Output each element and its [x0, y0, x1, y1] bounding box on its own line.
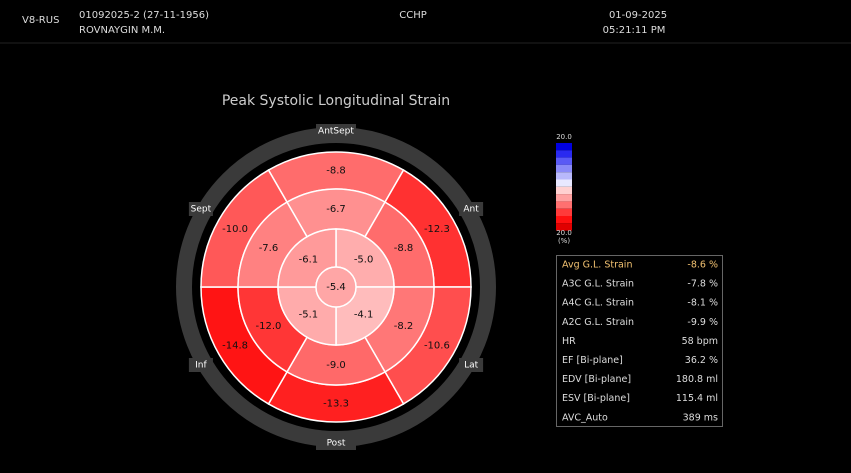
segment-value: -6.7 — [326, 204, 346, 215]
row-label: HR — [562, 336, 576, 347]
color-bar — [556, 143, 572, 231]
row-value: -7.8 % — [687, 279, 718, 290]
color-step — [556, 143, 572, 151]
row-value: 180.8 ml — [676, 374, 718, 385]
bullseye: -8.8 -12.3 -10.6 -13.3 -14.8 -10.0 -6.7 -8.8 -8.… — [200, 151, 472, 423]
row-value: 58 bpm — [682, 336, 718, 347]
patient-id: 01092025-2 (27-11-1956) — [79, 10, 209, 21]
row-value: 36.2 % — [685, 355, 718, 366]
segment-value: -5.1 — [299, 310, 319, 321]
row-value: -9.9 % — [687, 317, 718, 328]
segment-value: -12.3 — [424, 224, 450, 235]
row-value: 389 ms — [683, 412, 718, 423]
row-value: -8.6 % — [687, 260, 718, 271]
color-step — [556, 216, 572, 224]
color-step — [556, 194, 572, 202]
segment-value: -7.6 — [259, 243, 279, 254]
plot-title: Peak Systolic Longitudinal Strain — [222, 93, 450, 109]
wall-label-bg — [459, 202, 484, 216]
segment-value: -6.1 — [299, 254, 319, 265]
wall-label: Lat — [464, 361, 479, 371]
wall-label: Sept — [191, 205, 212, 215]
color-step — [556, 164, 572, 173]
row-label: A3C G.L. Strain — [562, 279, 634, 290]
row-value: -8.1 % — [687, 298, 718, 309]
wall-label-bg — [188, 358, 213, 372]
wall-label-bg — [459, 358, 484, 372]
scale-top: 20.0 — [556, 133, 572, 141]
measurements-box — [556, 255, 723, 427]
date: 01-09-2025 — [609, 10, 667, 21]
color-step — [556, 179, 572, 187]
segment-value: -8.8 — [326, 166, 346, 177]
wall-label: Ant — [463, 205, 479, 215]
department: CCHP — [399, 10, 427, 21]
segment-value: -14.8 — [222, 340, 248, 351]
wall-labels: AntSept Ant Lat Post Inf Sept — [188, 124, 484, 450]
wall-label-bg — [316, 124, 356, 138]
row-label: A4C G.L. Strain — [562, 298, 634, 309]
color-step — [556, 208, 572, 216]
segment-value: -8.8 — [394, 243, 414, 254]
time: 05:21:11 PM — [603, 25, 666, 36]
segment-value: -9.0 — [326, 360, 346, 371]
wall-label: AntSept — [318, 127, 354, 137]
wall-label-bg — [188, 202, 213, 216]
row-label: EDV [Bi-plane] — [562, 374, 631, 385]
row-label: Avg G.L. Strain — [562, 260, 632, 271]
row-label: ESV [Bi-plane] — [562, 393, 630, 404]
color-step — [556, 150, 572, 158]
color-step — [556, 201, 572, 209]
row-label: A2C G.L. Strain — [562, 317, 634, 328]
color-step — [556, 157, 572, 165]
segment-value: -12.0 — [256, 321, 282, 332]
scale-unit: (%) — [558, 237, 570, 245]
measurements: Avg G.L. Strain -8.6 % A3C G.L. Strain -7.8… — [562, 260, 718, 424]
color-step — [556, 223, 572, 231]
color-step — [556, 172, 572, 180]
patient-name: ROVNAYGIN M.M. — [79, 25, 165, 36]
wall-label-bg — [316, 436, 356, 450]
scale-bottom: 20.0 — [556, 229, 572, 237]
segment-value: -8.2 — [394, 321, 414, 332]
wall-label: Inf — [195, 361, 207, 371]
row-label: EF [Bi-plane] — [562, 355, 623, 366]
segment-value: -10.6 — [424, 340, 450, 351]
apex-value: -5.4 — [326, 282, 346, 293]
color-step — [556, 186, 572, 195]
probe: V8-RUS — [22, 15, 59, 26]
apex — [315, 266, 357, 308]
segment-value: -10.0 — [222, 224, 248, 235]
segment-value: -13.3 — [323, 399, 349, 410]
row-value: 115.4 ml — [676, 393, 718, 404]
wall-label: Post — [327, 439, 346, 449]
row-label: AVC_Auto — [562, 412, 608, 423]
segment-value: -4.1 — [354, 310, 374, 321]
segment-value: -5.0 — [354, 254, 374, 265]
